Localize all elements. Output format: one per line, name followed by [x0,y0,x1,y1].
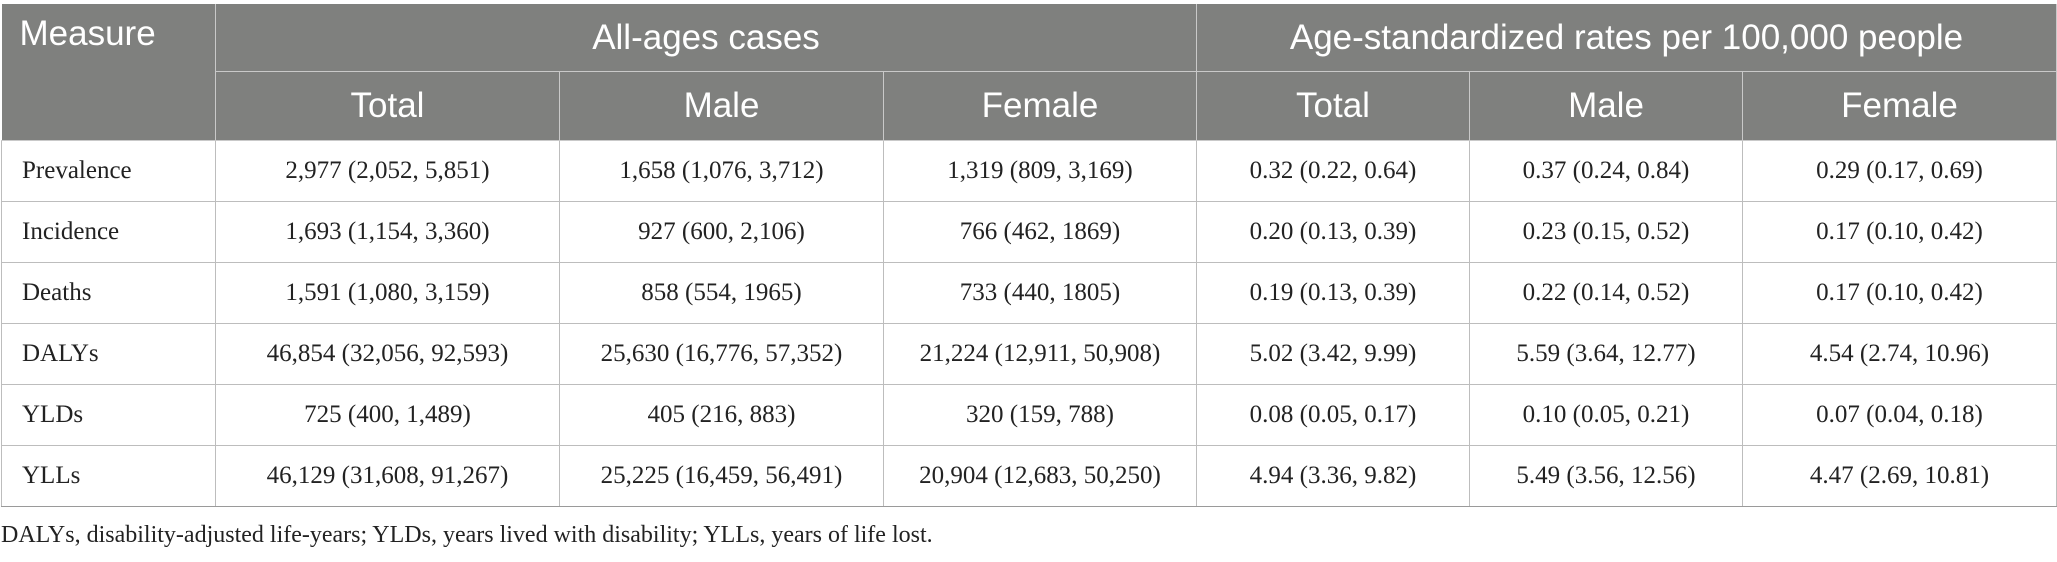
cell-rate-male: 0.23 (0.15, 0.52) [1469,201,1743,263]
table-body: Prevalence 2,977 (2,052, 5,851) 1,658 (1,0… [1,140,2057,507]
cell-rate-female: 4.54 (2.74, 10.96) [1741,323,2057,385]
cell-all-ages-male: 25,630 (16,776, 57,352) [559,323,884,385]
cell-rate-total: 5.02 (3.42, 9.99) [1196,323,1470,385]
row-label: YLLs [1,445,216,507]
cell-all-ages-male: 1,658 (1,076, 3,712) [559,140,884,202]
table-row: DALYs 46,854 (32,056, 92,593) 25,630 (16,7… [1,323,2057,385]
header-sub-rate-total: Total [1196,71,1470,141]
header-sub-rate-male: Male [1469,71,1743,141]
cell-rate-female: 0.17 (0.10, 0.42) [1741,262,2057,324]
cell-rate-female: 0.29 (0.17, 0.69) [1741,140,2057,202]
cell-rate-total: 0.19 (0.13, 0.39) [1196,262,1470,324]
table-footnote: DALYs, disability-adjusted life-years; Y… [1,522,933,548]
header-measure: Measure [1,4,216,141]
cell-all-ages-male: 25,225 (16,459, 56,491) [559,445,884,507]
header-row-subcolumns: Total Male Female Total Male Female [2,71,2057,141]
cell-all-ages-female: 1,319 (809, 3,169) [883,140,1197,202]
table-container: Measure All-ages cases Age-standardized … [0,4,2057,507]
header-group-all-ages: All-ages cases [215,4,1197,72]
cell-rate-female: 4.47 (2.69, 10.81) [1741,445,2057,507]
cell-rate-total: 4.94 (3.36, 9.82) [1196,445,1470,507]
cell-all-ages-female: 20,904 (12,683, 50,250) [883,445,1197,507]
table-row: Prevalence 2,977 (2,052, 5,851) 1,658 (1,0… [1,140,2057,202]
row-label: DALYs [1,323,216,385]
header-row-groups: Measure All-ages cases Age-standardized … [1,4,2057,141]
cell-rate-male: 5.59 (3.64, 12.77) [1469,323,1743,385]
cell-all-ages-female: 733 (440, 1805) [883,262,1197,324]
cell-all-ages-female: 766 (462, 1869) [883,201,1197,263]
table-row: YLLs 46,129 (31,608, 91,267) 25,225 (16,45… [1,445,2057,507]
cell-all-ages-female: 320 (159, 788) [883,384,1197,446]
data-table: Measure All-ages cases Age-standardized … [1,4,2057,507]
cell-all-ages-total: 46,129 (31,608, 91,267) [215,445,560,507]
header-group-age-standardized: Age-standardized rates per 100,000 peopl… [1195,4,2057,72]
cell-rate-total: 0.32 (0.22, 0.64) [1196,140,1470,202]
row-label: Incidence [1,201,216,263]
cell-all-ages-female: 21,224 (12,911, 50,908) [883,323,1197,385]
cell-all-ages-total: 1,693 (1,154, 3,360) [215,201,560,263]
table-row: YLDs 725 (400, 1,489) 405 (216, 883) 320 (1… [1,384,2057,446]
cell-rate-female: 0.17 (0.10, 0.42) [1741,201,2057,263]
table-row: Deaths 1,591 (1,080, 3,159) 858 (554, 1965… [1,262,2057,324]
header-sub-rate-female: Female [1741,71,2057,141]
row-label: Deaths [1,262,216,324]
cell-rate-male: 5.49 (3.56, 12.56) [1469,445,1743,507]
cell-all-ages-total: 725 (400, 1,489) [215,384,560,446]
cell-all-ages-male: 858 (554, 1965) [559,262,884,324]
header-sub-male: Male [559,71,884,141]
header-sub-total: Total [215,71,560,141]
cell-rate-male: 0.10 (0.05, 0.21) [1469,384,1743,446]
row-label: YLDs [1,384,216,446]
header-sub-female: Female [883,71,1197,141]
cell-all-ages-total: 1,591 (1,080, 3,159) [215,262,560,324]
cell-all-ages-total: 46,854 (32,056, 92,593) [215,323,560,385]
cell-all-ages-male: 927 (600, 2,106) [559,201,884,263]
cell-rate-female: 0.07 (0.04, 0.18) [1741,384,2057,446]
cell-all-ages-total: 2,977 (2,052, 5,851) [215,140,560,202]
cell-rate-male: 0.22 (0.14, 0.52) [1469,262,1743,324]
cell-rate-total: 0.20 (0.13, 0.39) [1196,201,1470,263]
cell-all-ages-male: 405 (216, 883) [559,384,884,446]
cell-rate-total: 0.08 (0.05, 0.17) [1196,384,1470,446]
cell-rate-male: 0.37 (0.24, 0.84) [1469,140,1743,202]
table-header: Measure All-ages cases Age-standardized … [1,4,2057,141]
row-label: Prevalence [1,140,216,202]
table-row: Incidence 1,693 (1,154, 3,360) 927 (600, 2… [1,201,2057,263]
